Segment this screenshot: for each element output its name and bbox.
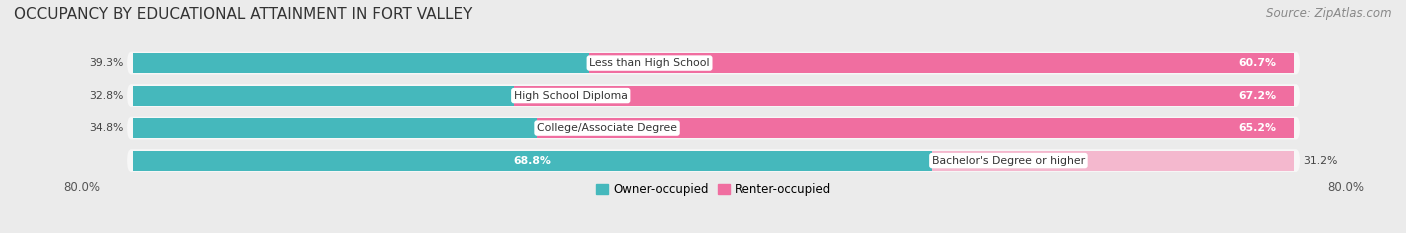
Text: Less than High School: Less than High School bbox=[589, 58, 710, 68]
Text: OCCUPANCY BY EDUCATIONAL ATTAINMENT IN FORT VALLEY: OCCUPANCY BY EDUCATIONAL ATTAINMENT IN F… bbox=[14, 7, 472, 22]
Bar bbox=[932, 151, 1294, 171]
Text: 80.0%: 80.0% bbox=[63, 181, 100, 194]
Text: 80.0%: 80.0% bbox=[1327, 181, 1364, 194]
Text: 60.7%: 60.7% bbox=[1239, 58, 1277, 68]
Bar bbox=[134, 118, 537, 138]
Text: 67.2%: 67.2% bbox=[1239, 91, 1277, 101]
Bar bbox=[134, 86, 513, 106]
Bar bbox=[134, 53, 589, 73]
Text: 68.8%: 68.8% bbox=[513, 156, 551, 166]
Text: Source: ZipAtlas.com: Source: ZipAtlas.com bbox=[1267, 7, 1392, 20]
FancyBboxPatch shape bbox=[127, 52, 1301, 75]
FancyBboxPatch shape bbox=[127, 117, 1301, 140]
Bar bbox=[537, 118, 1294, 138]
Text: 39.3%: 39.3% bbox=[89, 58, 124, 68]
Bar bbox=[513, 86, 1294, 106]
Text: 65.2%: 65.2% bbox=[1239, 123, 1277, 133]
Bar bbox=[589, 53, 1294, 73]
Bar bbox=[134, 151, 932, 171]
Text: College/Associate Degree: College/Associate Degree bbox=[537, 123, 678, 133]
FancyBboxPatch shape bbox=[127, 84, 1301, 107]
Text: 32.8%: 32.8% bbox=[89, 91, 124, 101]
Text: 31.2%: 31.2% bbox=[1303, 156, 1339, 166]
Text: Bachelor's Degree or higher: Bachelor's Degree or higher bbox=[932, 156, 1085, 166]
FancyBboxPatch shape bbox=[127, 149, 1301, 172]
Legend: Owner-occupied, Renter-occupied: Owner-occupied, Renter-occupied bbox=[592, 178, 835, 201]
Text: 34.8%: 34.8% bbox=[89, 123, 124, 133]
Text: High School Diploma: High School Diploma bbox=[513, 91, 627, 101]
